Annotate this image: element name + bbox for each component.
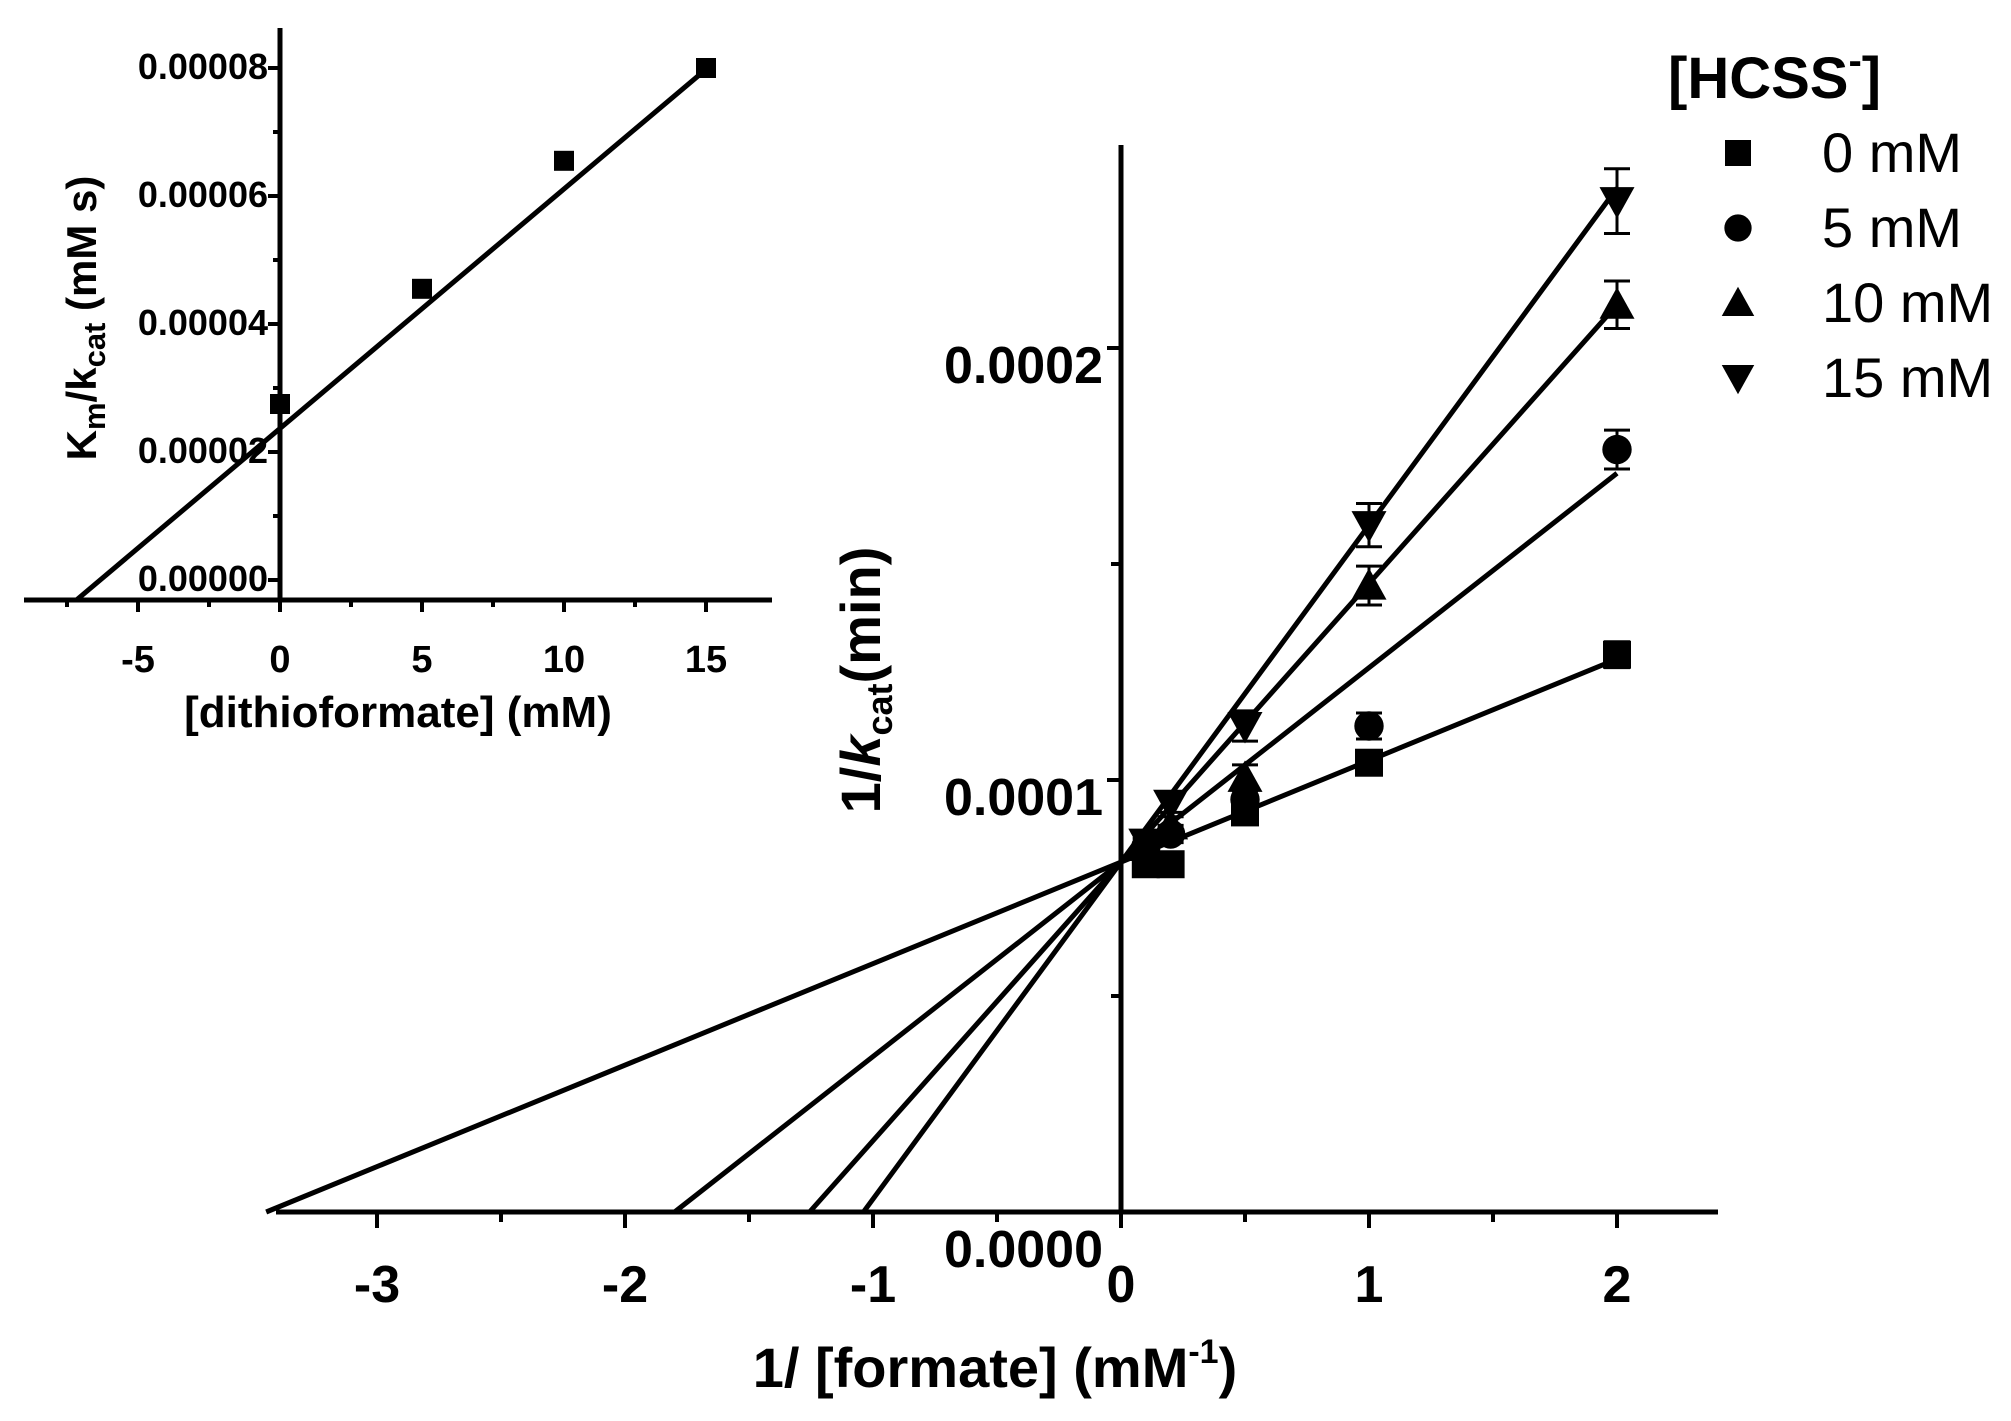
data-point xyxy=(1603,640,1631,669)
inset-x-tick-label: 5 xyxy=(411,639,432,681)
inset-data-point xyxy=(554,150,574,171)
legend-label: 0 mM xyxy=(1822,121,1962,184)
data-point xyxy=(1227,712,1263,744)
data-point xyxy=(1156,850,1185,879)
inset-y-tick-labels: 0.00000 0.00002 0.00004 0.00006 0.00008 xyxy=(138,46,268,599)
fit-line xyxy=(861,186,1620,1214)
main-x-tick-label: -1 xyxy=(850,1256,896,1314)
fit-line xyxy=(265,656,1618,1215)
inset-x-tick-label: -5 xyxy=(121,639,155,681)
main-x-tick-label: 0 xyxy=(1107,1256,1136,1314)
inset-y-tick-label: 0.00002 xyxy=(138,430,268,471)
inset-x-tick-label: 0 xyxy=(269,639,290,681)
main-y-axis-label: 1/kcat(min) xyxy=(829,547,900,814)
data-point xyxy=(1351,568,1387,600)
main-x-tick-label: -2 xyxy=(602,1256,648,1314)
main-y-tick-label: 0.0002 xyxy=(944,337,1103,395)
main-x-tick-label: 2 xyxy=(1603,1256,1632,1314)
main-x-tick-label: -3 xyxy=(354,1256,400,1314)
data-point xyxy=(1602,434,1632,465)
legend-marker xyxy=(1724,214,1752,242)
inset-ticks xyxy=(65,66,708,612)
inset-y-axis-label: Km/kcat (mM s) xyxy=(58,176,112,461)
inset-x-tick-label: 10 xyxy=(543,639,585,681)
fit-line xyxy=(807,303,1619,1214)
inset-x-tick-labels: -5 0 5 10 15 xyxy=(121,639,727,681)
main-y-tick-label: 0.0000 xyxy=(944,1221,1103,1279)
legend-label: 5 mM xyxy=(1822,196,1962,259)
data-point xyxy=(1355,748,1383,777)
data-point xyxy=(1599,187,1635,219)
data-point xyxy=(1599,287,1635,319)
inset-y-tick-label: 0.00006 xyxy=(138,174,268,215)
legend-marker xyxy=(1721,365,1755,395)
data-point xyxy=(1351,511,1387,543)
main-ticks xyxy=(375,346,1619,1228)
legend-title: [HCSS-] xyxy=(1668,39,1881,111)
inset-y-tick-label: 0.00000 xyxy=(138,558,268,599)
legend-marker xyxy=(1725,140,1751,166)
inset-fit-line xyxy=(74,67,708,602)
data-point xyxy=(1227,760,1263,792)
data-point xyxy=(1354,711,1384,741)
inset-chart: -5 0 5 10 15 0.000000.000020.000040.000060.0… xyxy=(24,28,772,737)
legend-marker xyxy=(1721,286,1755,316)
inset-x-tick-label: 15 xyxy=(685,639,727,681)
main-x-tick-label: 1 xyxy=(1355,1256,1384,1314)
main-y-tick-label: 0.0001 xyxy=(944,769,1103,827)
main-plot xyxy=(265,167,1635,1215)
legend: [HCSS-] 0 mM 5 mM 10 mM 15 mM xyxy=(1668,39,1993,409)
main-x-axis-label: 1/ [formate] (mM-1) xyxy=(753,1333,1237,1399)
main-chart: -3 -2 -1 0 1 2 0.0000 0.0001 0.0002 1/ [formate… xyxy=(265,145,1718,1399)
data-point xyxy=(1128,828,1164,861)
main-x-tick-labels: -3 -2 -1 0 1 2 xyxy=(354,1256,1632,1314)
data-point xyxy=(1153,789,1189,822)
legend-label: 10 mM xyxy=(1822,271,1993,334)
main-y-tick-labels: 0.0000 0.0001 0.0002 xyxy=(944,337,1103,1279)
data-point xyxy=(1153,807,1189,840)
inset-data-point xyxy=(696,58,716,78)
inset-y-tick-label: 0.00004 xyxy=(138,302,268,343)
inset-x-axis-label: [dithioformate] (mM) xyxy=(184,688,612,737)
legend-entries: 0 mM 5 mM 10 mM 15 mM xyxy=(1721,121,1993,409)
inset-data-point xyxy=(412,278,432,299)
inset-y-tick-label: 0.00008 xyxy=(138,46,268,87)
legend-label: 15 mM xyxy=(1822,346,1993,409)
